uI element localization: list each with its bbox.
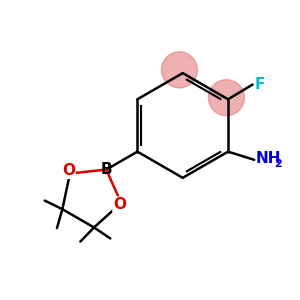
Circle shape [208,80,244,116]
Text: O: O [62,163,75,178]
Text: F: F [254,77,265,92]
Text: NH: NH [256,151,281,166]
Text: O: O [113,197,126,212]
Text: B: B [100,162,112,177]
Text: 2: 2 [274,159,282,169]
Circle shape [161,52,197,88]
